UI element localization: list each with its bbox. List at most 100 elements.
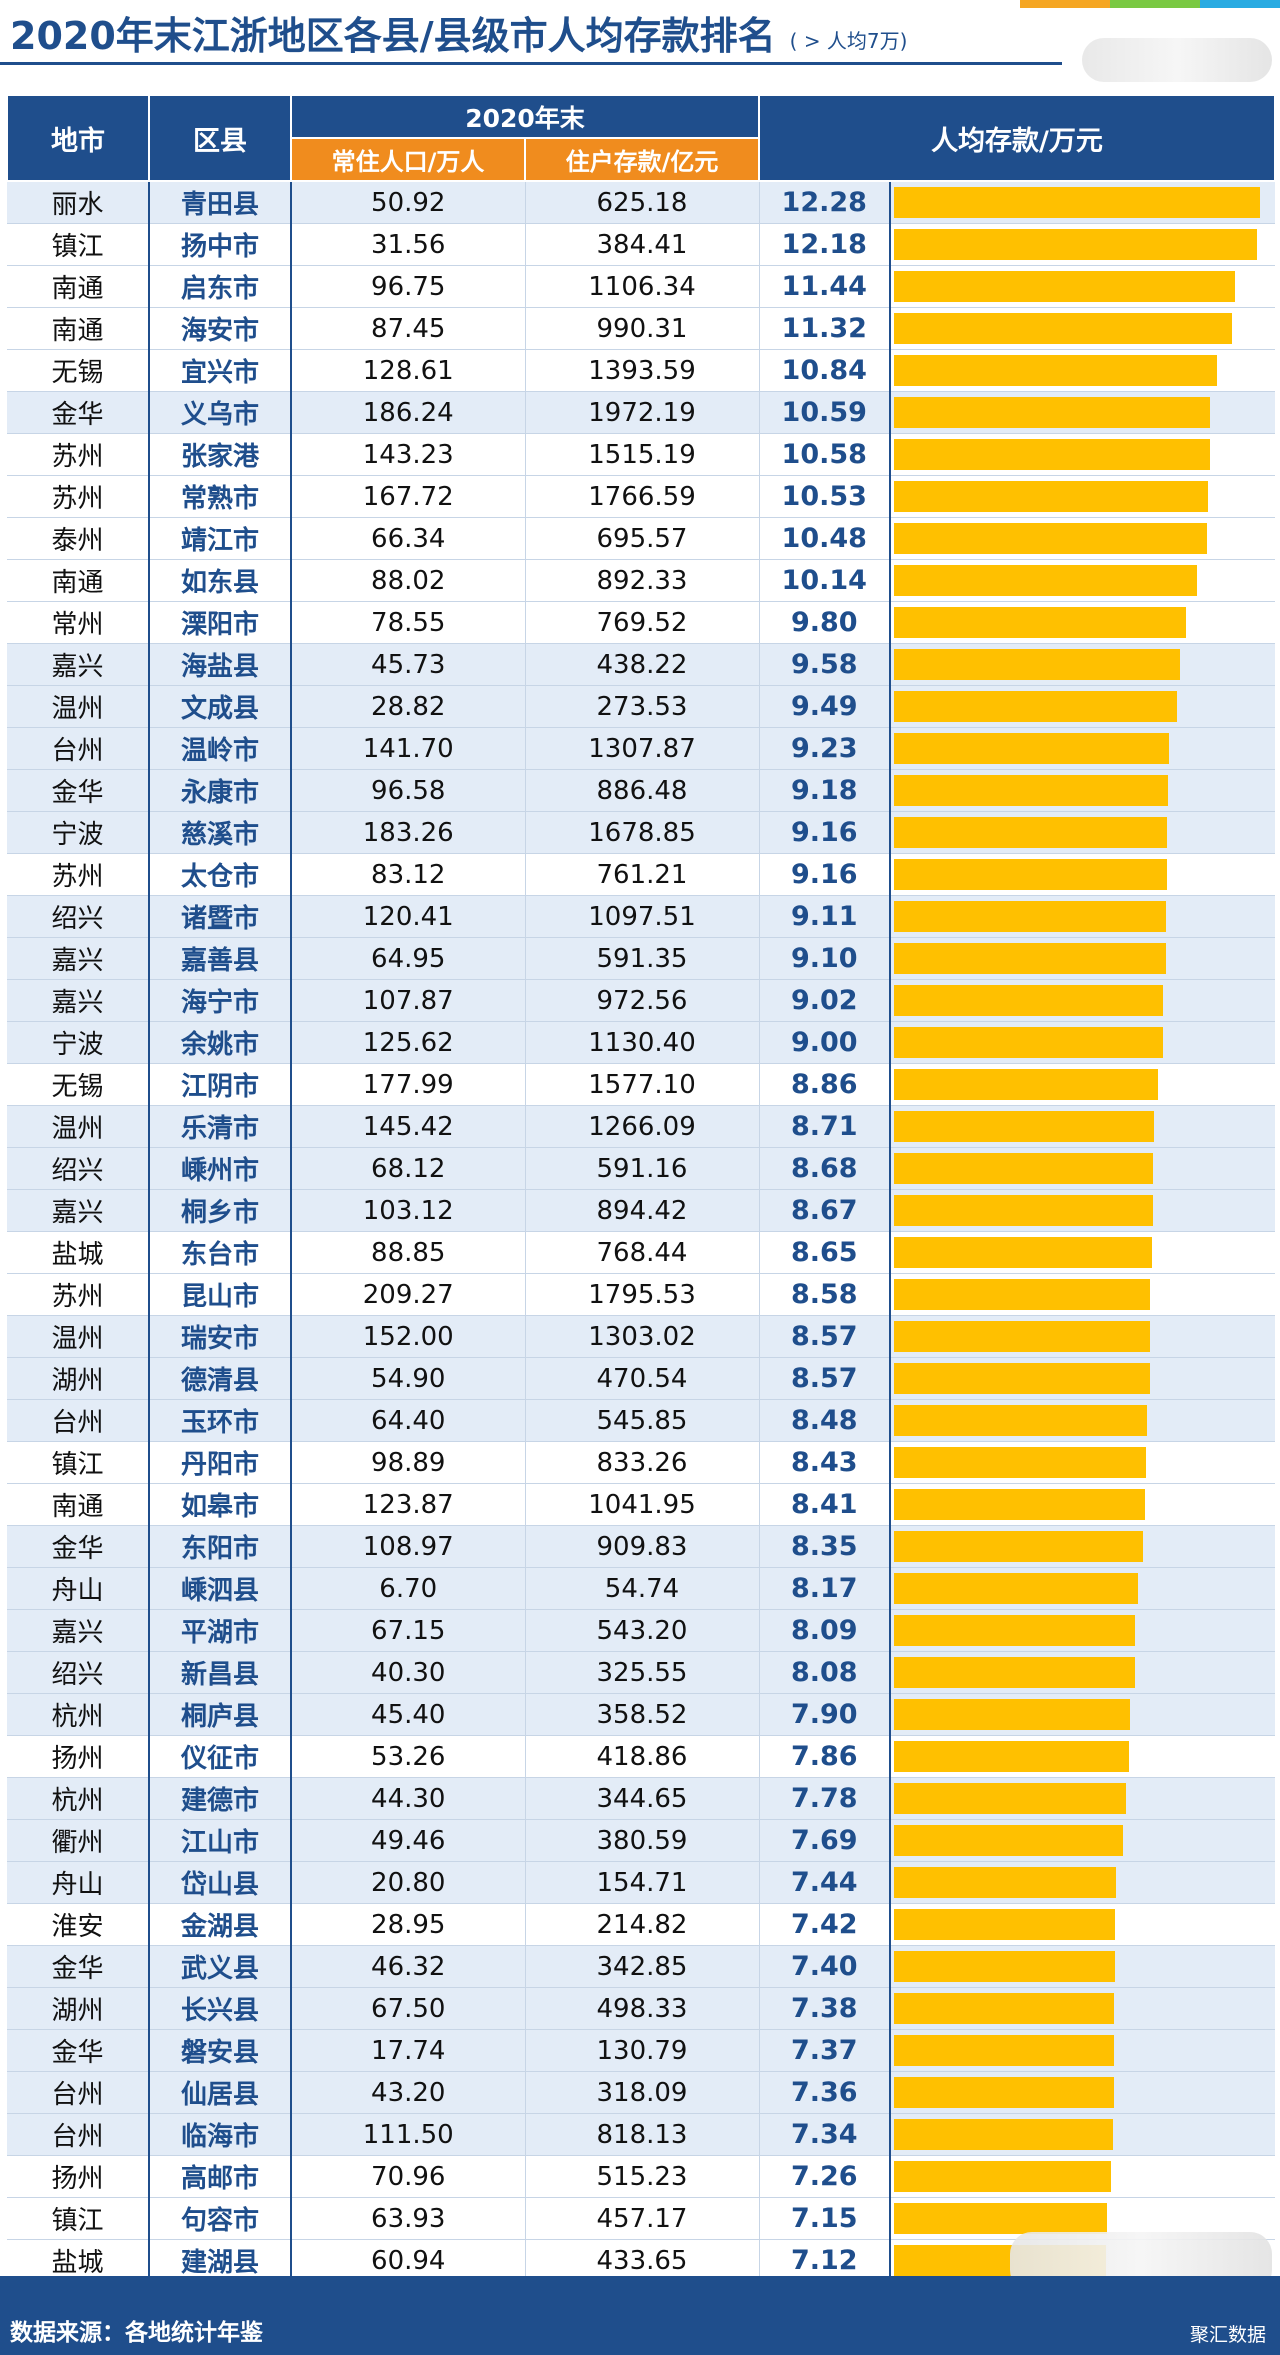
row-bar-cell (890, 1903, 1275, 1946)
row-per-capita: 8.41 (759, 1483, 891, 1526)
row-county: 乐清市 (149, 1105, 292, 1148)
row-per-capita: 9.49 (759, 685, 891, 728)
row-county: 青田县 (149, 181, 292, 224)
row-city: 台州 (7, 1399, 150, 1442)
page-title: 2020年末江浙地区各县/县级市人均存款排名 (10, 14, 776, 58)
row-city: 常州 (7, 601, 150, 644)
bar-46 (894, 2119, 1113, 2150)
bar-3 (894, 313, 1232, 344)
row-bar-cell (890, 979, 1275, 1022)
row-population: 45.40 (291, 1693, 526, 1736)
row-county: 溧阳市 (149, 601, 292, 644)
row-population: 64.40 (291, 1399, 526, 1442)
bar-9 (894, 565, 1197, 596)
table-row: 舟山 岱山县 20.80 154.71 7.44 (7, 1861, 1275, 1904)
bar-26 (894, 1279, 1150, 1310)
row-population: 96.75 (291, 265, 526, 308)
row-county: 临海市 (149, 2113, 292, 2156)
table-row: 台州 玉环市 64.40 545.85 8.48 (7, 1399, 1275, 1442)
row-bar-cell (890, 475, 1275, 518)
row-county: 嵊州市 (149, 1147, 292, 1190)
table-row: 舟山 嵊泗县 6.70 54.74 8.17 (7, 1567, 1275, 1610)
row-population: 46.32 (291, 1945, 526, 1988)
row-population: 103.12 (291, 1189, 526, 1232)
row-population: 123.87 (291, 1483, 526, 1526)
header-city: 地市 (6, 94, 150, 182)
row-bar-cell (890, 1567, 1275, 1610)
bar-28 (894, 1363, 1150, 1394)
row-county: 仙居县 (149, 2071, 292, 2114)
row-county: 桐乡市 (149, 1189, 292, 1232)
row-bar-cell (890, 307, 1275, 350)
row-population: 45.73 (291, 643, 526, 686)
table-row: 镇江 丹阳市 98.89 833.26 8.43 (7, 1441, 1275, 1484)
row-per-capita: 10.48 (759, 517, 891, 560)
row-per-capita: 9.02 (759, 979, 891, 1022)
row-city: 绍兴 (7, 1651, 150, 1694)
row-city: 舟山 (7, 1861, 150, 1904)
row-bar-cell (890, 2113, 1275, 2156)
row-population: 88.85 (291, 1231, 526, 1274)
row-bar-cell (890, 1315, 1275, 1358)
row-city: 台州 (7, 2113, 150, 2156)
row-county: 新昌县 (149, 1651, 292, 1694)
row-city: 嘉兴 (7, 1189, 150, 1232)
row-bar-cell (890, 811, 1275, 854)
row-city: 绍兴 (7, 895, 150, 938)
row-city: 南通 (7, 1483, 150, 1526)
row-county: 岱山县 (149, 1861, 292, 1904)
row-city: 扬州 (7, 2155, 150, 2198)
row-population: 28.82 (291, 685, 526, 728)
row-county: 诸暨市 (149, 895, 292, 938)
row-population: 96.58 (291, 769, 526, 812)
row-city: 宁波 (7, 811, 150, 854)
table-row: 嘉兴 平湖市 67.15 543.20 8.09 (7, 1609, 1275, 1652)
row-per-capita: 9.16 (759, 811, 891, 854)
row-bar-cell (890, 223, 1275, 266)
row-population: 54.90 (291, 1357, 526, 1400)
row-bar-cell (890, 2155, 1275, 2198)
row-population: 108.97 (291, 1525, 526, 1568)
row-per-capita: 7.86 (759, 1735, 891, 1778)
row-deposits: 418.86 (525, 1735, 760, 1778)
row-deposits: 438.22 (525, 643, 760, 686)
row-deposits: 1041.95 (525, 1483, 760, 1526)
row-per-capita: 12.28 (759, 181, 891, 224)
table-row: 南通 启东市 96.75 1106.34 11.44 (7, 265, 1275, 308)
row-bar-cell (890, 1945, 1275, 1988)
row-population: 43.20 (291, 2071, 526, 2114)
row-bar-cell (890, 1189, 1275, 1232)
table-row: 台州 仙居县 43.20 318.09 7.36 (7, 2071, 1275, 2114)
row-bar-cell (890, 1483, 1275, 1526)
row-county: 宜兴市 (149, 349, 292, 392)
row-per-capita: 7.69 (759, 1819, 891, 1862)
row-bar-cell (890, 181, 1275, 224)
row-county: 文成县 (149, 685, 292, 728)
row-city: 泰州 (7, 517, 150, 560)
table-row: 嘉兴 嘉善县 64.95 591.35 9.10 (7, 937, 1275, 980)
row-population: 60.94 (291, 2239, 526, 2282)
table-row: 苏州 太仓市 83.12 761.21 9.16 (7, 853, 1275, 896)
row-deposits: 818.13 (525, 2113, 760, 2156)
row-population: 67.50 (291, 1987, 526, 2030)
row-deposits: 380.59 (525, 1819, 760, 1862)
ranking-table: 地市 区县 2020年末 人均存款/万元 常住人口/万人 住户存款/亿元 丽水青… (6, 94, 1276, 2324)
row-population: 107.87 (291, 979, 526, 1022)
row-population: 28.95 (291, 1903, 526, 1946)
row-city: 盐城 (7, 2239, 150, 2282)
row-per-capita: 8.17 (759, 1567, 891, 1610)
row-county: 仪征市 (149, 1735, 292, 1778)
bar-10 (894, 607, 1186, 638)
row-city: 盐城 (7, 1231, 150, 1274)
row-population: 145.42 (291, 1105, 526, 1148)
row-deposits: 1303.02 (525, 1315, 760, 1358)
header-deposits: 住户存款/亿元 (524, 137, 760, 182)
data-source: 数据来源：各地统计年鉴 (10, 2320, 263, 2346)
row-bar-cell (890, 895, 1275, 938)
table-row: 温州 文成县 28.82 273.53 9.49 (7, 685, 1275, 728)
row-city: 金华 (7, 1945, 150, 1988)
row-population: 152.00 (291, 1315, 526, 1358)
row-deposits: 1130.40 (525, 1021, 760, 1064)
table-row: 宁波 余姚市 125.62 1130.40 9.00 (7, 1021, 1275, 1064)
row-bar-cell (890, 1777, 1275, 1820)
